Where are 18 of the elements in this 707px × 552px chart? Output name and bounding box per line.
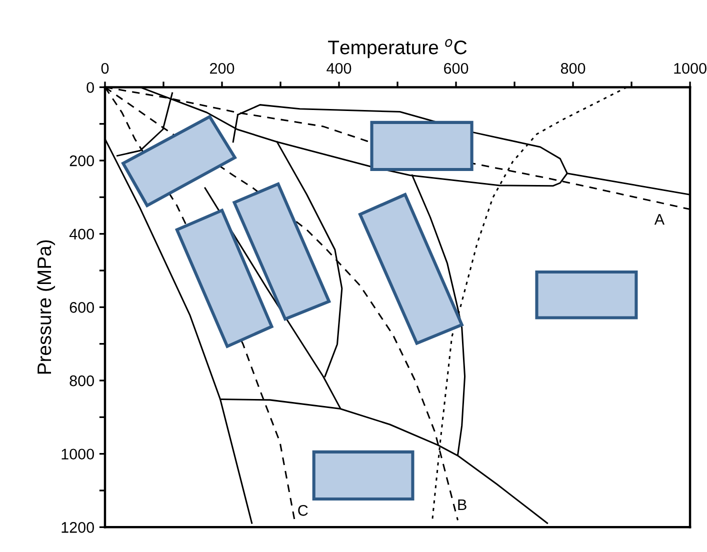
x-tick-label: 800 (560, 62, 586, 74)
x-axis-title: Temperature $^{o}$C (328, 39, 467, 58)
series-label: A (654, 214, 665, 225)
y-tick-label: 800 (70, 375, 94, 386)
y-tick-label: 0 (86, 82, 94, 93)
y-tick-label: 200 (70, 155, 94, 166)
y-axis-title: Pressure (MPa) (36, 240, 56, 374)
x-tick-label: 200 (210, 62, 234, 74)
x-tick-label: 0 (101, 62, 109, 74)
x-tick-label: 600 (444, 62, 468, 74)
series-label: C (298, 505, 308, 516)
y-tick-label: 400 (69, 228, 94, 240)
x-tick-label: 400 (326, 62, 352, 74)
x-tick-label: 1000 (674, 62, 706, 74)
series-label: B (458, 499, 466, 510)
y-tick-label: 1200 (62, 522, 94, 533)
y-tick-label: 1000 (62, 448, 94, 460)
y-tick-label: 600 (70, 302, 94, 313)
